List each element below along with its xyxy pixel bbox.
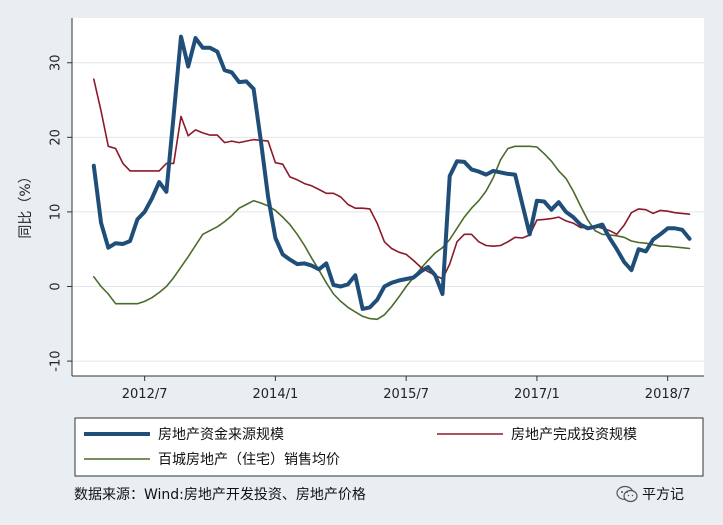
legend-box bbox=[74, 417, 704, 477]
series-lines bbox=[91, 34, 692, 321]
y-axis-label: 同比（%） bbox=[18, 169, 34, 238]
legend-label: 房地产资金来源规模 bbox=[158, 427, 284, 443]
source-note: 数据来源：Wind:房地产开发投资、房地产价格 bbox=[74, 487, 366, 503]
x-tick-label: 2015/7 bbox=[383, 387, 429, 402]
legend-label: 百城房地产（住宅）销售均价 bbox=[158, 452, 340, 468]
brand-label: 平方记 bbox=[642, 487, 684, 503]
y-tick-label: 30 bbox=[49, 54, 64, 71]
x-tick-label: 2012/7 bbox=[122, 387, 168, 402]
series-line-3 bbox=[93, 145, 691, 321]
y-tick-label: 20 bbox=[49, 129, 64, 146]
legend-label: 房地产完成投资规模 bbox=[511, 427, 637, 443]
x-tick-label: 2014/1 bbox=[253, 387, 299, 402]
brand: 平方记 bbox=[616, 484, 684, 504]
x-tick-label: 2018/7 bbox=[645, 387, 691, 402]
y-tick-label: 10 bbox=[49, 204, 64, 221]
y-tick-label: 0 bbox=[49, 282, 64, 290]
wechat-icon bbox=[616, 485, 638, 503]
series-line-1 bbox=[91, 34, 692, 311]
plot-area bbox=[72, 18, 704, 376]
x-tick-label: 2017/1 bbox=[514, 387, 560, 402]
y-tick-label: -10 bbox=[49, 350, 64, 371]
axes: -10 0 10 20 30 2012/7 2014/1 2015/7 2017/1 2018/7 bbox=[49, 18, 704, 402]
